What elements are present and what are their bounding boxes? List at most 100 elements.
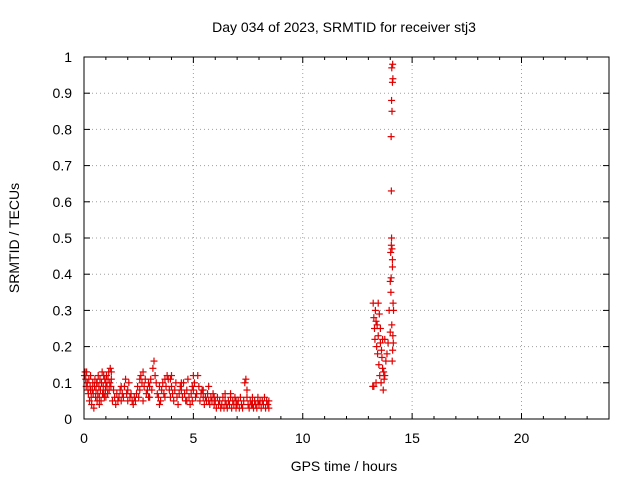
data-point bbox=[190, 379, 198, 387]
data-point bbox=[148, 386, 156, 394]
data-point bbox=[373, 343, 381, 351]
data-point bbox=[189, 386, 197, 394]
data-point bbox=[387, 288, 395, 296]
data-point bbox=[116, 386, 124, 394]
data-point bbox=[390, 306, 398, 314]
data-point bbox=[149, 364, 157, 372]
y-tick-labels: 0 0.1 0.2 0.3 0.4 0.5 0.6 0.7 0.8 0.9 1 bbox=[53, 49, 73, 427]
data-point bbox=[265, 397, 273, 405]
data-point bbox=[87, 386, 95, 394]
data-point bbox=[133, 390, 140, 398]
data-point bbox=[107, 382, 115, 390]
data-point bbox=[388, 96, 396, 104]
data-point bbox=[374, 299, 382, 307]
data-point bbox=[166, 393, 174, 401]
data-point bbox=[379, 364, 387, 372]
data-point bbox=[383, 350, 391, 358]
data-point bbox=[95, 401, 103, 409]
data-point bbox=[386, 328, 394, 336]
data-point bbox=[371, 325, 378, 332]
y-tick-label: 0.7 bbox=[53, 158, 73, 174]
data-point bbox=[376, 339, 384, 347]
data-point bbox=[388, 107, 396, 115]
data-point bbox=[199, 386, 207, 394]
data-point bbox=[221, 390, 229, 398]
data-point bbox=[248, 401, 256, 409]
data-point bbox=[374, 332, 382, 340]
x-tick-label: 5 bbox=[189, 430, 197, 446]
data-point bbox=[139, 397, 147, 405]
data-point bbox=[239, 404, 247, 412]
y-axis-label: SRMTID / TECUs bbox=[6, 183, 22, 293]
data-point bbox=[375, 310, 383, 318]
data-point bbox=[137, 372, 145, 380]
plot-frame bbox=[83, 56, 610, 420]
x-tick-labels: 0 5 10 15 20 bbox=[80, 430, 529, 446]
data-point bbox=[124, 397, 132, 405]
x-tick-label: 15 bbox=[404, 430, 420, 446]
data-point bbox=[188, 382, 196, 390]
data-point bbox=[155, 401, 163, 409]
data-point bbox=[159, 379, 167, 387]
y-tick-label: 0.5 bbox=[53, 230, 73, 246]
data-point bbox=[387, 241, 395, 249]
data-point bbox=[150, 357, 158, 365]
data-point bbox=[178, 393, 186, 401]
data-point bbox=[146, 382, 154, 390]
data-point bbox=[117, 382, 125, 390]
data-point bbox=[183, 386, 191, 394]
data-point bbox=[371, 335, 379, 343]
x-axis-label: GPS time / hours bbox=[291, 458, 398, 474]
data-point bbox=[388, 64, 396, 72]
data-point bbox=[117, 397, 125, 405]
data-point bbox=[375, 361, 383, 369]
data-point bbox=[185, 393, 193, 401]
data-point bbox=[189, 372, 197, 380]
data-point bbox=[205, 382, 213, 390]
data-point bbox=[98, 368, 106, 376]
data-point bbox=[129, 401, 137, 409]
data-point bbox=[241, 379, 249, 387]
data-point bbox=[242, 375, 250, 383]
data-point bbox=[197, 390, 205, 398]
data-point bbox=[107, 368, 115, 376]
data-point bbox=[170, 397, 178, 405]
data-point bbox=[378, 353, 386, 361]
data-point bbox=[88, 401, 96, 409]
data-point bbox=[157, 397, 165, 405]
data-point bbox=[100, 390, 108, 398]
data-point bbox=[388, 234, 396, 242]
data-point bbox=[210, 393, 218, 401]
data-point bbox=[370, 314, 378, 322]
data-point bbox=[90, 404, 98, 412]
data-point bbox=[379, 335, 387, 343]
data-point bbox=[388, 245, 396, 253]
data-point bbox=[93, 379, 101, 387]
data-point bbox=[232, 397, 240, 405]
data-point bbox=[119, 393, 127, 401]
data-point bbox=[110, 386, 118, 394]
x-tick-label: 0 bbox=[80, 430, 88, 446]
data-point bbox=[183, 397, 191, 405]
data-point bbox=[87, 372, 95, 380]
data-point bbox=[106, 379, 114, 387]
data-point bbox=[386, 277, 394, 285]
data-point bbox=[169, 390, 177, 398]
data-point bbox=[152, 379, 160, 387]
data-point bbox=[196, 397, 204, 405]
data-point bbox=[387, 248, 395, 256]
y-tick-label: 0.1 bbox=[53, 375, 73, 391]
data-point bbox=[85, 397, 93, 405]
grid-lines bbox=[84, 57, 609, 419]
data-point bbox=[376, 325, 384, 332]
data-point bbox=[265, 404, 273, 412]
data-point bbox=[389, 339, 397, 347]
data-point bbox=[107, 375, 115, 383]
data-point bbox=[195, 382, 203, 390]
data-point bbox=[147, 375, 155, 383]
data-point bbox=[138, 379, 146, 387]
data-point bbox=[387, 187, 395, 195]
data-point bbox=[370, 382, 378, 390]
data-point bbox=[387, 274, 395, 282]
